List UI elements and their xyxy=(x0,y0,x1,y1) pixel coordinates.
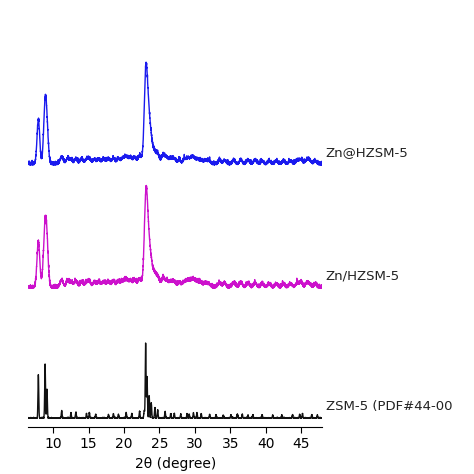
Text: Zn/HZSM-5: Zn/HZSM-5 xyxy=(326,270,400,283)
Text: Zn@HZSM-5: Zn@HZSM-5 xyxy=(326,146,409,159)
Text: ZSM-5 (PDF#44-00: ZSM-5 (PDF#44-00 xyxy=(326,400,452,413)
X-axis label: 2θ (degree): 2θ (degree) xyxy=(135,456,216,471)
